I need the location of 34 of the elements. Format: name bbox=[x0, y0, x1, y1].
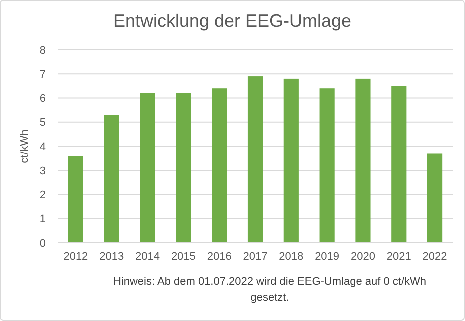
bar bbox=[176, 93, 192, 243]
y-tick-label: 2 bbox=[40, 190, 46, 202]
bar bbox=[68, 156, 84, 243]
y-tick-label: 6 bbox=[40, 93, 46, 106]
y-tick-label: 5 bbox=[40, 117, 46, 130]
bar bbox=[284, 78, 299, 243]
y-tick-label: 3 bbox=[40, 165, 46, 178]
y-axis-title: ct/kWh bbox=[19, 130, 31, 164]
bar bbox=[104, 115, 120, 243]
bar bbox=[212, 88, 228, 243]
bar bbox=[140, 93, 156, 243]
y-tick-label: 0 bbox=[40, 238, 46, 250]
bar bbox=[356, 78, 371, 243]
x-tick-label: 2018 bbox=[279, 251, 304, 263]
x-tick-label: 2014 bbox=[136, 251, 160, 263]
text: Hinweis: Ab dem 01.07.2022 wird die EEG-Umlage auf 0 ct/kWh gesetzt. bbox=[113, 276, 427, 304]
y-tick-label: 1 bbox=[40, 214, 46, 226]
x-tick-label: 2020 bbox=[350, 251, 376, 263]
x-tick-label: 2022 bbox=[422, 251, 448, 263]
y-tick-label: 4 bbox=[40, 141, 46, 154]
x-tick-label: 2019 bbox=[315, 251, 340, 263]
x-tick-label: 2017 bbox=[243, 251, 268, 263]
x-tick-label: 2021 bbox=[386, 251, 412, 263]
chart-title: Entwicklung der EEG-Umlage bbox=[113, 11, 352, 31]
x-tick-label: 2013 bbox=[100, 251, 124, 263]
bar bbox=[392, 86, 407, 243]
y-tick-label: 8 bbox=[40, 44, 46, 57]
x-tick-label: 2012 bbox=[64, 251, 88, 263]
x-tick-label: 2016 bbox=[207, 251, 232, 263]
bar bbox=[248, 76, 264, 243]
bar bbox=[428, 154, 443, 243]
y-tick-label: 7 bbox=[40, 68, 46, 81]
x-tick-label: 2015 bbox=[171, 251, 196, 263]
bar bbox=[320, 88, 335, 243]
